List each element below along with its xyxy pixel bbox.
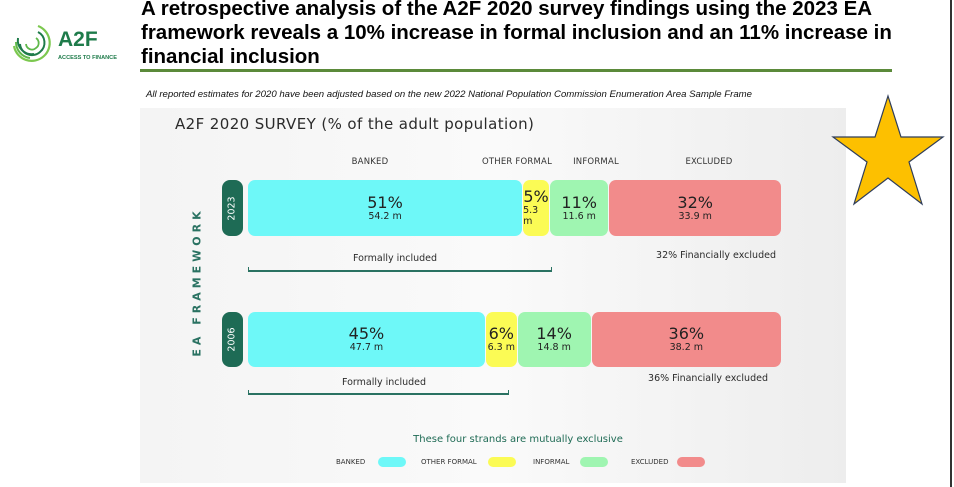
bar-millions-label: 33.9 m <box>678 210 712 222</box>
bar-millions-label: 38.2 m <box>669 342 704 353</box>
y-axis-label: EA FRAMEWORK <box>190 207 204 357</box>
bar-percent-label: 14% <box>536 324 572 343</box>
svg-text:A2F: A2F <box>58 28 98 51</box>
bar-segment-informal-2006: 14% 14.8 m <box>517 312 591 367</box>
year-pill-2023: 2023 <box>222 180 243 236</box>
column-header-banked: BANKED <box>351 157 389 167</box>
year-pill-2006: 2006 <box>222 312 243 367</box>
star-icon <box>831 94 945 207</box>
bar-segment-excluded-2023: 32% 33.9 m <box>609 180 781 236</box>
financially-excluded-label-2006: 36% Financially excluded <box>648 373 768 384</box>
bar-millions-label: 47.7 m <box>349 342 384 353</box>
bar-segment-other-formal-2006: 6% 6.3 m <box>485 312 517 367</box>
year-label: 2023 <box>227 195 238 221</box>
legend-swatch-other-formal <box>488 457 516 467</box>
legend-swatch-banked <box>378 457 406 467</box>
title-line: framework reveals a 10% increase in form… <box>141 21 892 44</box>
legend-label-banked: BANKED <box>336 458 366 466</box>
year-label: 2006 <box>227 327 238 352</box>
bar-percent-label: 11% <box>561 192 597 212</box>
bar-segment-banked-2023: 51% 54.2 m <box>248 180 523 236</box>
bar-segment-banked-2006: 45% 47.7 m <box>248 312 485 367</box>
legend-label-excluded: EXCLUDED <box>631 458 669 466</box>
column-header-informal: INFORMAL <box>573 157 619 167</box>
a2f-logo: A2F ACCESS TO FINANCE <box>8 18 128 66</box>
formally-included-label-2023: Formally included <box>352 253 438 264</box>
bar-percent-label: 51% <box>367 192 403 212</box>
bar-segment-other-formal-2023: 5% 5.3 m <box>523 180 550 236</box>
bar-percent-label: 36% <box>668 324 705 343</box>
title-line: A retrospective analysis of the A2F 2020… <box>141 0 873 20</box>
title-underline <box>140 69 892 72</box>
formally-included-label-2006: Formally included <box>341 377 427 388</box>
bar-percent-label: 32% <box>677 192 713 212</box>
chart-title: A2F 2020 SURVEY (% of the adult populati… <box>175 115 535 133</box>
column-header-excluded: EXCLUDED <box>685 157 733 167</box>
title-line: financial inclusion <box>141 45 320 68</box>
adjustment-note: All reported estimates for 2020 have bee… <box>146 89 753 100</box>
bar-millions-label: 14.8 m <box>537 342 571 353</box>
legend-label-informal: INFORMAL <box>533 458 570 466</box>
chart-panel <box>140 108 846 483</box>
bar-percent-label: 45% <box>348 324 385 343</box>
bar-segment-excluded-2006: 36% 38.2 m <box>591 312 781 367</box>
star-shape <box>831 94 945 206</box>
bar-millions-label: 11.6 m <box>562 210 596 222</box>
formally-included-bracket-2006 <box>248 390 509 395</box>
legend-swatch-informal <box>580 457 608 467</box>
column-header-other-formal: OTHER FORMAL <box>481 157 553 167</box>
legend-swatch-excluded <box>677 457 705 467</box>
svg-text:ACCESS TO FINANCE: ACCESS TO FINANCE <box>58 55 117 61</box>
slide-border <box>950 0 952 487</box>
financially-excluded-label-2023: 32% Financially excluded <box>656 250 776 261</box>
formally-included-bracket-2023 <box>248 267 552 272</box>
bar-millions-label: 6.3 m <box>487 342 515 353</box>
bar-millions-label: 5.3 m <box>523 205 539 227</box>
bar-segment-informal-2023: 11% 11.6 m <box>550 180 609 236</box>
signal-rings-icon: A2F ACCESS TO FINANCE <box>12 24 117 62</box>
legend-label-other-formal: OTHER FORMAL <box>421 458 477 466</box>
bar-millions-label: 54.2 m <box>368 210 402 222</box>
bar-percent-label: 5% <box>523 187 549 206</box>
slide-title: A retrospective analysis of the A2F 2020… <box>141 0 921 69</box>
strands-note: These four strands are mutually exclusiv… <box>413 434 623 445</box>
bar-percent-label: 6% <box>488 324 514 343</box>
